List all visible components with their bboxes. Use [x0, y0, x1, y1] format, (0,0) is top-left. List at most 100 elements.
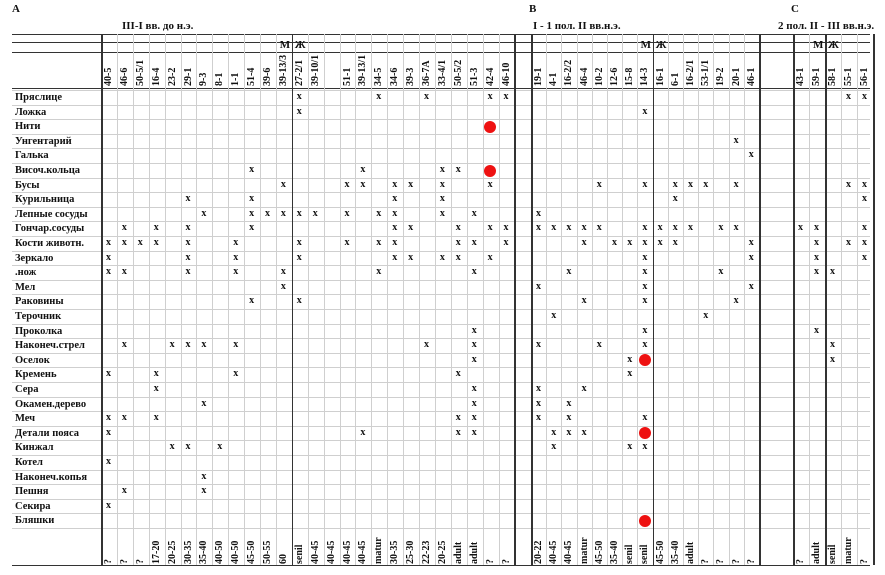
column-gridline — [434, 34, 436, 565]
age-label: ? — [715, 559, 727, 564]
x-mark: x — [249, 295, 255, 307]
burial-id: 12-6 — [609, 67, 620, 86]
x-mark: x — [455, 251, 461, 263]
column-gridline — [275, 34, 277, 565]
age-label: 20-25 — [166, 540, 178, 564]
row-label: Кремень — [15, 369, 57, 381]
burial-id: 51-4 — [246, 67, 258, 86]
age-label: 30-35 — [389, 540, 401, 564]
x-mark: x — [642, 222, 648, 234]
age-label: 50-55 — [262, 540, 273, 564]
x-mark: x — [503, 222, 509, 234]
column-gridline — [498, 34, 500, 565]
column-gridline — [212, 34, 214, 565]
x-mark: x — [862, 251, 867, 263]
section-letter: C — [791, 3, 799, 15]
burial-id: 39-3 — [405, 67, 417, 86]
age-label: 25-30 — [405, 540, 417, 564]
row-label: Галька — [15, 150, 49, 162]
row-label: Бляшки — [15, 515, 55, 527]
x-mark: x — [830, 266, 835, 278]
x-mark: x — [566, 397, 572, 409]
x-mark: x — [688, 222, 693, 234]
burial-id: 51-3 — [468, 67, 480, 86]
x-mark: x — [566, 222, 572, 234]
x-mark: x — [487, 178, 493, 190]
column-gridline — [307, 34, 309, 565]
age-label: 20-25 — [436, 540, 448, 564]
x-mark: x — [627, 368, 633, 380]
burial-id: 4-1 — [548, 72, 560, 86]
burial-id: 46-1 — [745, 67, 757, 86]
column-gridline — [101, 34, 103, 565]
row-gridline — [12, 236, 870, 237]
age-label: ? — [118, 559, 130, 564]
x-mark: x — [733, 134, 739, 146]
x-mark: x — [471, 412, 477, 424]
x-mark: x — [672, 178, 678, 190]
x-mark: x — [581, 426, 587, 438]
row-label: Зеркало — [15, 252, 54, 264]
burial-id: 14-3 — [639, 67, 651, 86]
row-gridline — [12, 396, 870, 398]
row-gridline — [12, 192, 870, 194]
burial-id: 33-4/1 — [436, 59, 448, 86]
x-mark: x — [280, 178, 286, 190]
column-gridline — [667, 34, 669, 565]
age-label: 22-23 — [421, 540, 432, 564]
x-mark: x — [280, 207, 286, 219]
x-mark: x — [642, 105, 648, 117]
age-label: ? — [745, 559, 757, 564]
x-mark: x — [672, 237, 678, 248]
x-mark: x — [312, 207, 318, 219]
x-mark: x — [471, 397, 477, 409]
column-gridline — [622, 34, 624, 565]
x-mark: x — [536, 383, 541, 394]
x-mark: x — [814, 266, 819, 278]
x-mark: x — [862, 178, 867, 190]
row-label: Пешня — [15, 486, 49, 498]
age-label: 40-50 — [230, 540, 242, 564]
column-gridline — [857, 34, 858, 565]
column-gridline — [841, 34, 842, 565]
age-label: adult — [452, 541, 464, 564]
x-mark: x — [566, 412, 572, 424]
x-mark: x — [846, 237, 851, 248]
x-mark: x — [536, 339, 541, 351]
row-gridline — [12, 148, 870, 150]
x-mark: x — [233, 237, 239, 248]
burial-id: 50-5/1 — [134, 59, 146, 86]
burial-id: 58-1 — [827, 67, 838, 86]
x-mark: x — [360, 178, 366, 190]
burial-id: 15-8 — [624, 67, 636, 86]
x-mark: x — [185, 266, 191, 278]
x-mark: x — [296, 295, 302, 307]
age-label: senil — [624, 544, 636, 564]
row-gridline — [12, 469, 870, 471]
x-mark: x — [201, 397, 207, 409]
x-mark: x — [296, 237, 302, 248]
x-mark: x — [408, 178, 414, 190]
age-label: 35-40 — [198, 540, 210, 564]
x-mark: x — [471, 426, 477, 438]
burial-id: 10-2 — [593, 67, 605, 86]
x-mark: x — [296, 91, 302, 102]
x-mark: x — [862, 237, 867, 248]
x-mark: x — [581, 383, 587, 394]
x-mark: x — [642, 412, 648, 424]
x-mark: x — [551, 426, 557, 438]
x-mark: x — [596, 178, 602, 190]
burial-id: 19-2 — [715, 67, 727, 86]
x-mark: x — [439, 193, 445, 205]
x-mark: x — [627, 353, 633, 365]
x-mark: x — [551, 222, 557, 234]
row-gridline — [12, 265, 870, 267]
x-mark: x — [249, 207, 255, 219]
x-mark: x — [581, 222, 587, 234]
x-mark: x — [392, 251, 398, 263]
x-mark: x — [201, 485, 207, 497]
x-mark: x — [551, 310, 557, 321]
x-mark: x — [360, 426, 366, 438]
x-mark: x — [408, 222, 414, 234]
column-gridline — [371, 34, 373, 565]
